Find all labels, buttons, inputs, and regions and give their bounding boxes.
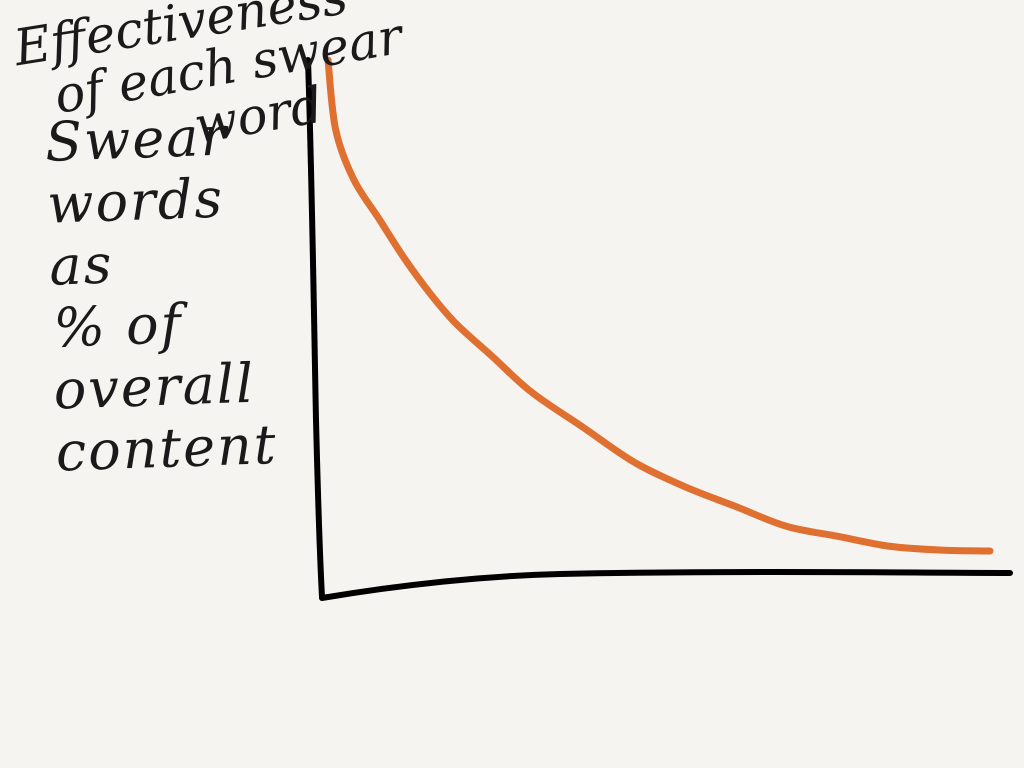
y-axis-label-line: overall (52, 351, 257, 422)
series-line (324, 56, 994, 555)
x-axis-line (319, 569, 1013, 601)
y-axis-label-line: % of (52, 292, 184, 360)
y-axis-label-line: words as (46, 166, 226, 298)
y-axis-label-line: content (54, 412, 279, 484)
y-axis-line (305, 57, 325, 600)
y-axis-label: Swear words as% of overall content (40, 104, 293, 484)
